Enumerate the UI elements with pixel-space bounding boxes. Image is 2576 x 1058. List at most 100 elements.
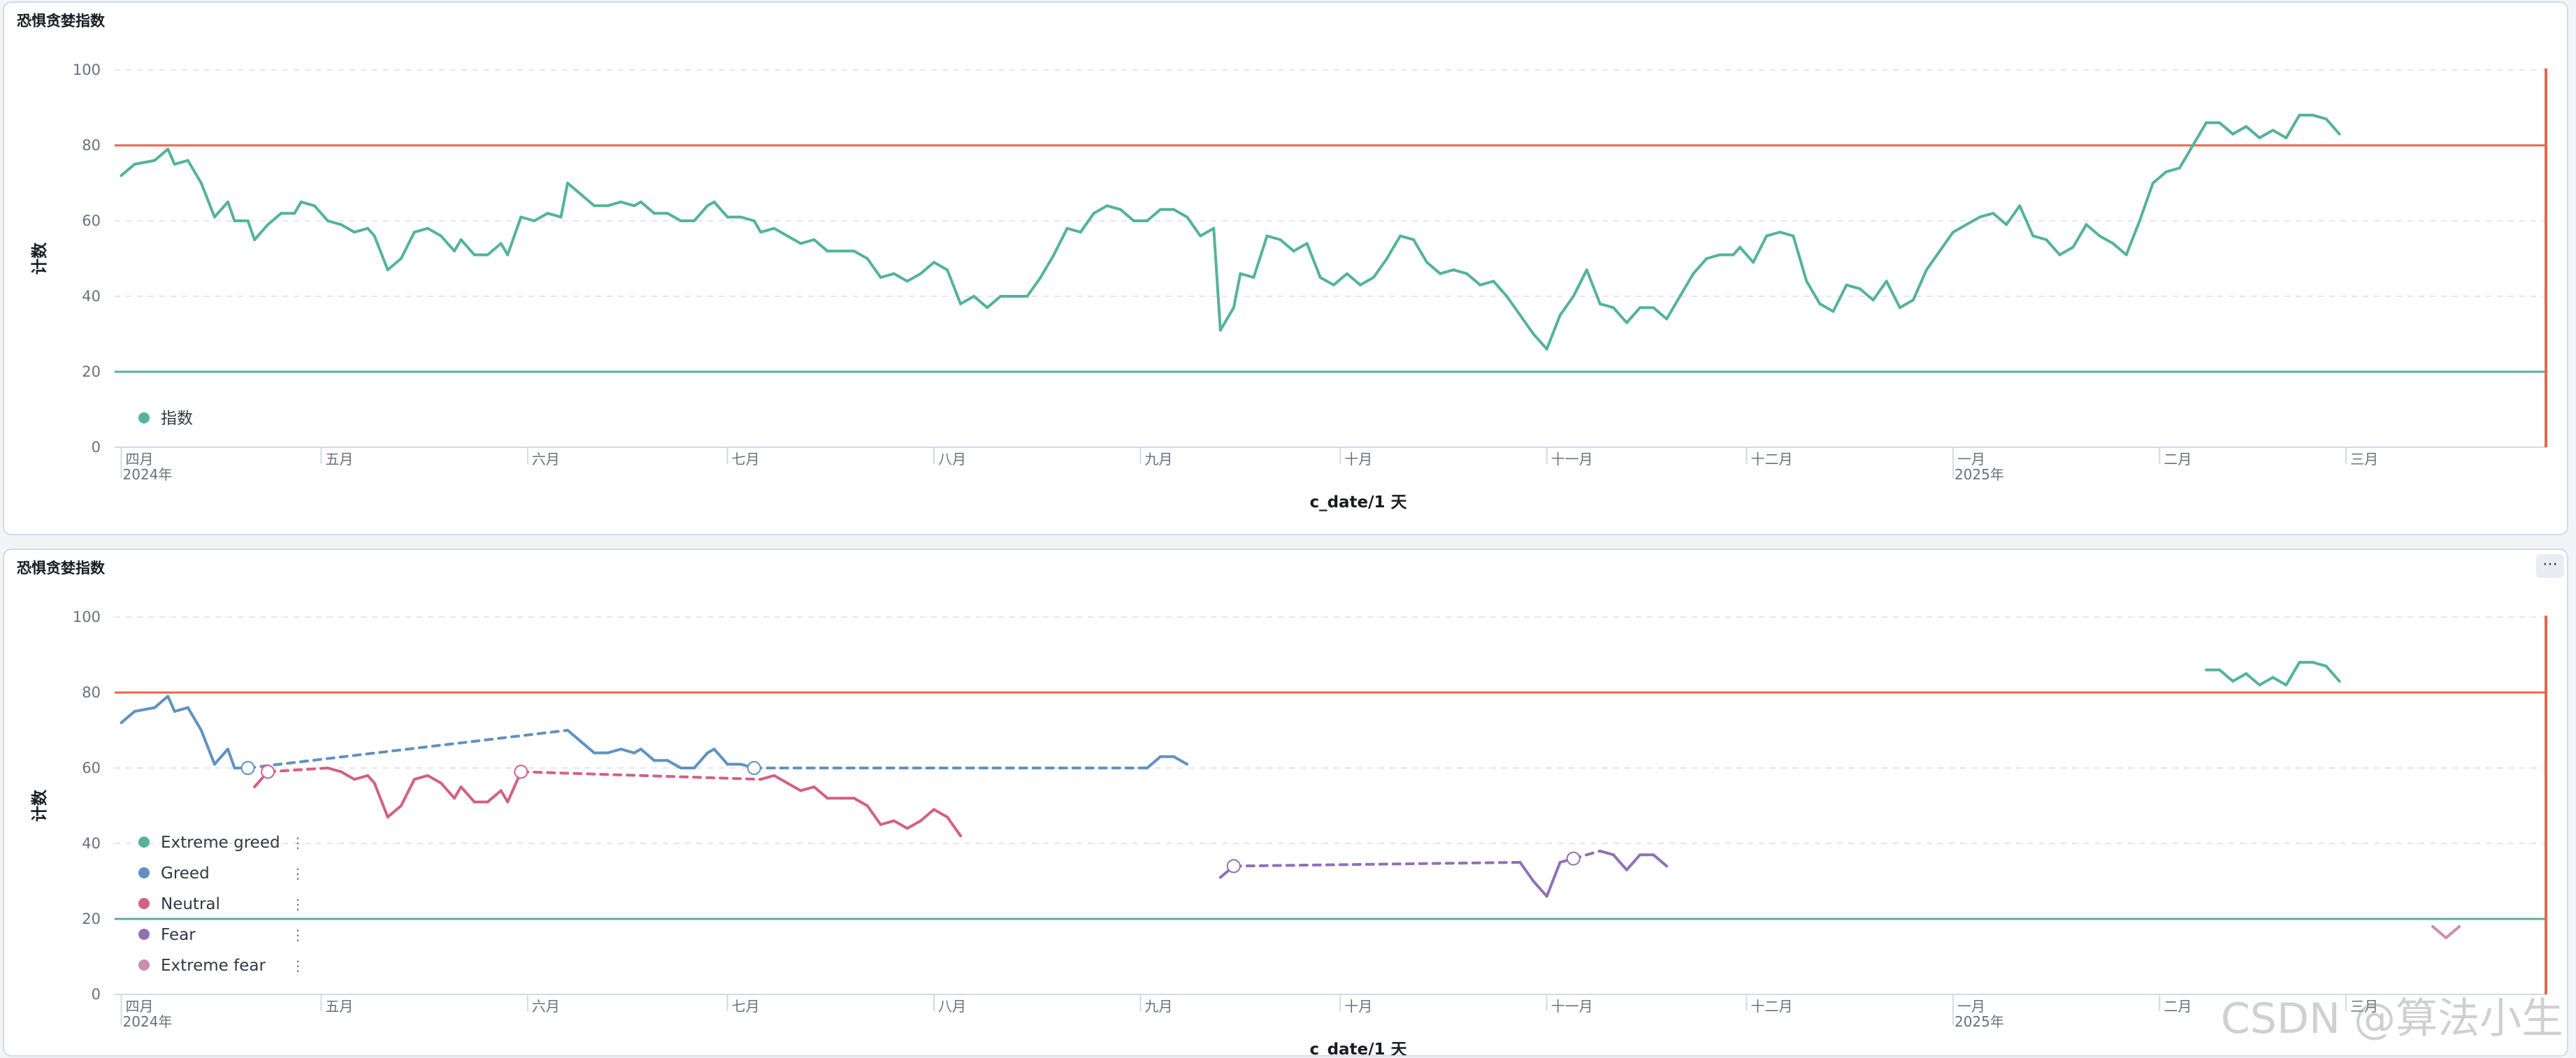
- y-tick-label: 20: [82, 911, 101, 927]
- series-segment: [1978, 212, 1995, 219]
- series-segment: [1964, 215, 1982, 226]
- series-segment: [1439, 268, 1455, 275]
- series-segment: [892, 272, 909, 283]
- x-tick-label: 八月: [938, 451, 966, 468]
- series-segment: [2324, 117, 2341, 136]
- series-segment: [693, 751, 710, 769]
- series-segment: [2138, 182, 2154, 222]
- series-segment: [506, 215, 523, 256]
- x-tick-label: 一月: [1957, 998, 1985, 1015]
- series-segment: [759, 226, 776, 234]
- y-tick-label: 60: [82, 760, 101, 776]
- series-segment: [606, 201, 623, 208]
- series-segment: [226, 201, 236, 222]
- series-segment: [2085, 223, 2101, 238]
- series-segment: [2018, 204, 2035, 238]
- series-segment: [665, 212, 682, 222]
- series-segment: [246, 219, 257, 241]
- series-segment: [2071, 223, 2088, 249]
- series-segment: [426, 774, 442, 785]
- drag-handle-icon: ⋮: [291, 834, 305, 851]
- series-segment: [1598, 849, 1615, 857]
- legend-label: Extreme fear: [161, 957, 266, 975]
- y-tick-label: 0: [92, 439, 101, 456]
- legend-label: Neutral: [161, 895, 220, 913]
- series-segment: [1232, 861, 1522, 868]
- series-segment: [186, 706, 203, 732]
- legend-swatch: [138, 412, 150, 423]
- series-segment: [339, 770, 357, 781]
- x-tick-label: 二月: [2164, 998, 2192, 1015]
- x-tick-label: 十二月: [1751, 451, 1793, 468]
- series-segment: [2258, 676, 2275, 687]
- series-segment: [1652, 853, 1669, 868]
- x-tick-label: 五月: [325, 451, 353, 468]
- series-segment: [580, 193, 596, 208]
- series-segment: [1678, 272, 1695, 298]
- series-segment: [1665, 295, 1682, 321]
- series-segment: [293, 201, 303, 215]
- chart-panel-2: 恐惧贪婪指数 ⋯ 0 20 40 60 80 100 四月 2024年 五月 六月 七月 八月 九月 十月…: [3, 549, 2568, 1057]
- series-segment: [2218, 668, 2235, 683]
- series-fear: [1218, 849, 1669, 898]
- series-segment: [266, 212, 283, 226]
- gap-point: [514, 764, 528, 779]
- series-segment: [919, 808, 936, 823]
- chart-title: 恐惧贪婪指数: [17, 560, 105, 577]
- series-segment: [213, 201, 229, 219]
- series-segment: [2124, 219, 2141, 256]
- panel-options-icon[interactable]: ⋯: [2536, 554, 2564, 578]
- series-segment: [852, 249, 869, 260]
- series-segment: [173, 159, 189, 166]
- x-tick-label: 十一月: [1551, 998, 1593, 1015]
- series-segment: [799, 785, 816, 792]
- series-segment: [412, 774, 429, 781]
- chart-panel-1: 恐惧贪婪指数 0 20 40 60 80 100 四月 2024年 五月 六月 七月 八月 九月 十月 十一…: [3, 1, 2568, 535]
- series-segment: [2311, 660, 2328, 668]
- x-tick-label: 十月: [1344, 998, 1372, 1015]
- series-segment: [772, 774, 789, 785]
- series-segment: [1465, 272, 1482, 287]
- series-segment: [199, 182, 216, 219]
- series-segment: [580, 740, 596, 755]
- series-segment: [1478, 280, 1495, 287]
- series-segment: [519, 770, 763, 781]
- x-tick-label: 四月: [126, 998, 154, 1015]
- series-segment: [459, 785, 476, 804]
- series-指数: [120, 113, 2341, 351]
- x-tick-label: 三月: [2350, 451, 2378, 468]
- series-segment: [1239, 272, 1255, 279]
- series-segment: [399, 778, 416, 807]
- x-tick-label: 十一月: [1551, 451, 1593, 468]
- series-segment: [1545, 314, 1562, 351]
- series-segment: [712, 201, 729, 219]
- series-segment: [533, 212, 549, 222]
- series-segment: [1625, 306, 1642, 324]
- series-segment: [452, 785, 463, 800]
- chart-title: 恐惧贪婪指数: [17, 13, 105, 29]
- series-segment: [226, 748, 236, 769]
- series-segment: [986, 295, 1002, 310]
- x-tick-label: 七月: [732, 451, 760, 468]
- series-segment: [1199, 226, 1216, 238]
- series-segment: [1186, 215, 1202, 238]
- series-segment: [905, 819, 922, 830]
- series-segment: [1705, 253, 1722, 260]
- series-segment: [173, 706, 189, 713]
- series-segment: [1105, 204, 1122, 211]
- series-segment: [353, 774, 370, 781]
- series-segment: [1092, 204, 1109, 215]
- series-segment: [1265, 234, 1282, 241]
- series-segment: [1911, 268, 1928, 302]
- series-segment: [133, 706, 157, 713]
- series-segment: [1558, 295, 1575, 317]
- series-segment: [2284, 113, 2301, 140]
- series-segment: [439, 234, 456, 253]
- series-segment: [299, 201, 316, 208]
- series-segment: [1118, 208, 1135, 222]
- series-segment: [166, 147, 176, 166]
- series-segment: [1532, 880, 1548, 898]
- series-segment: [2245, 125, 2261, 140]
